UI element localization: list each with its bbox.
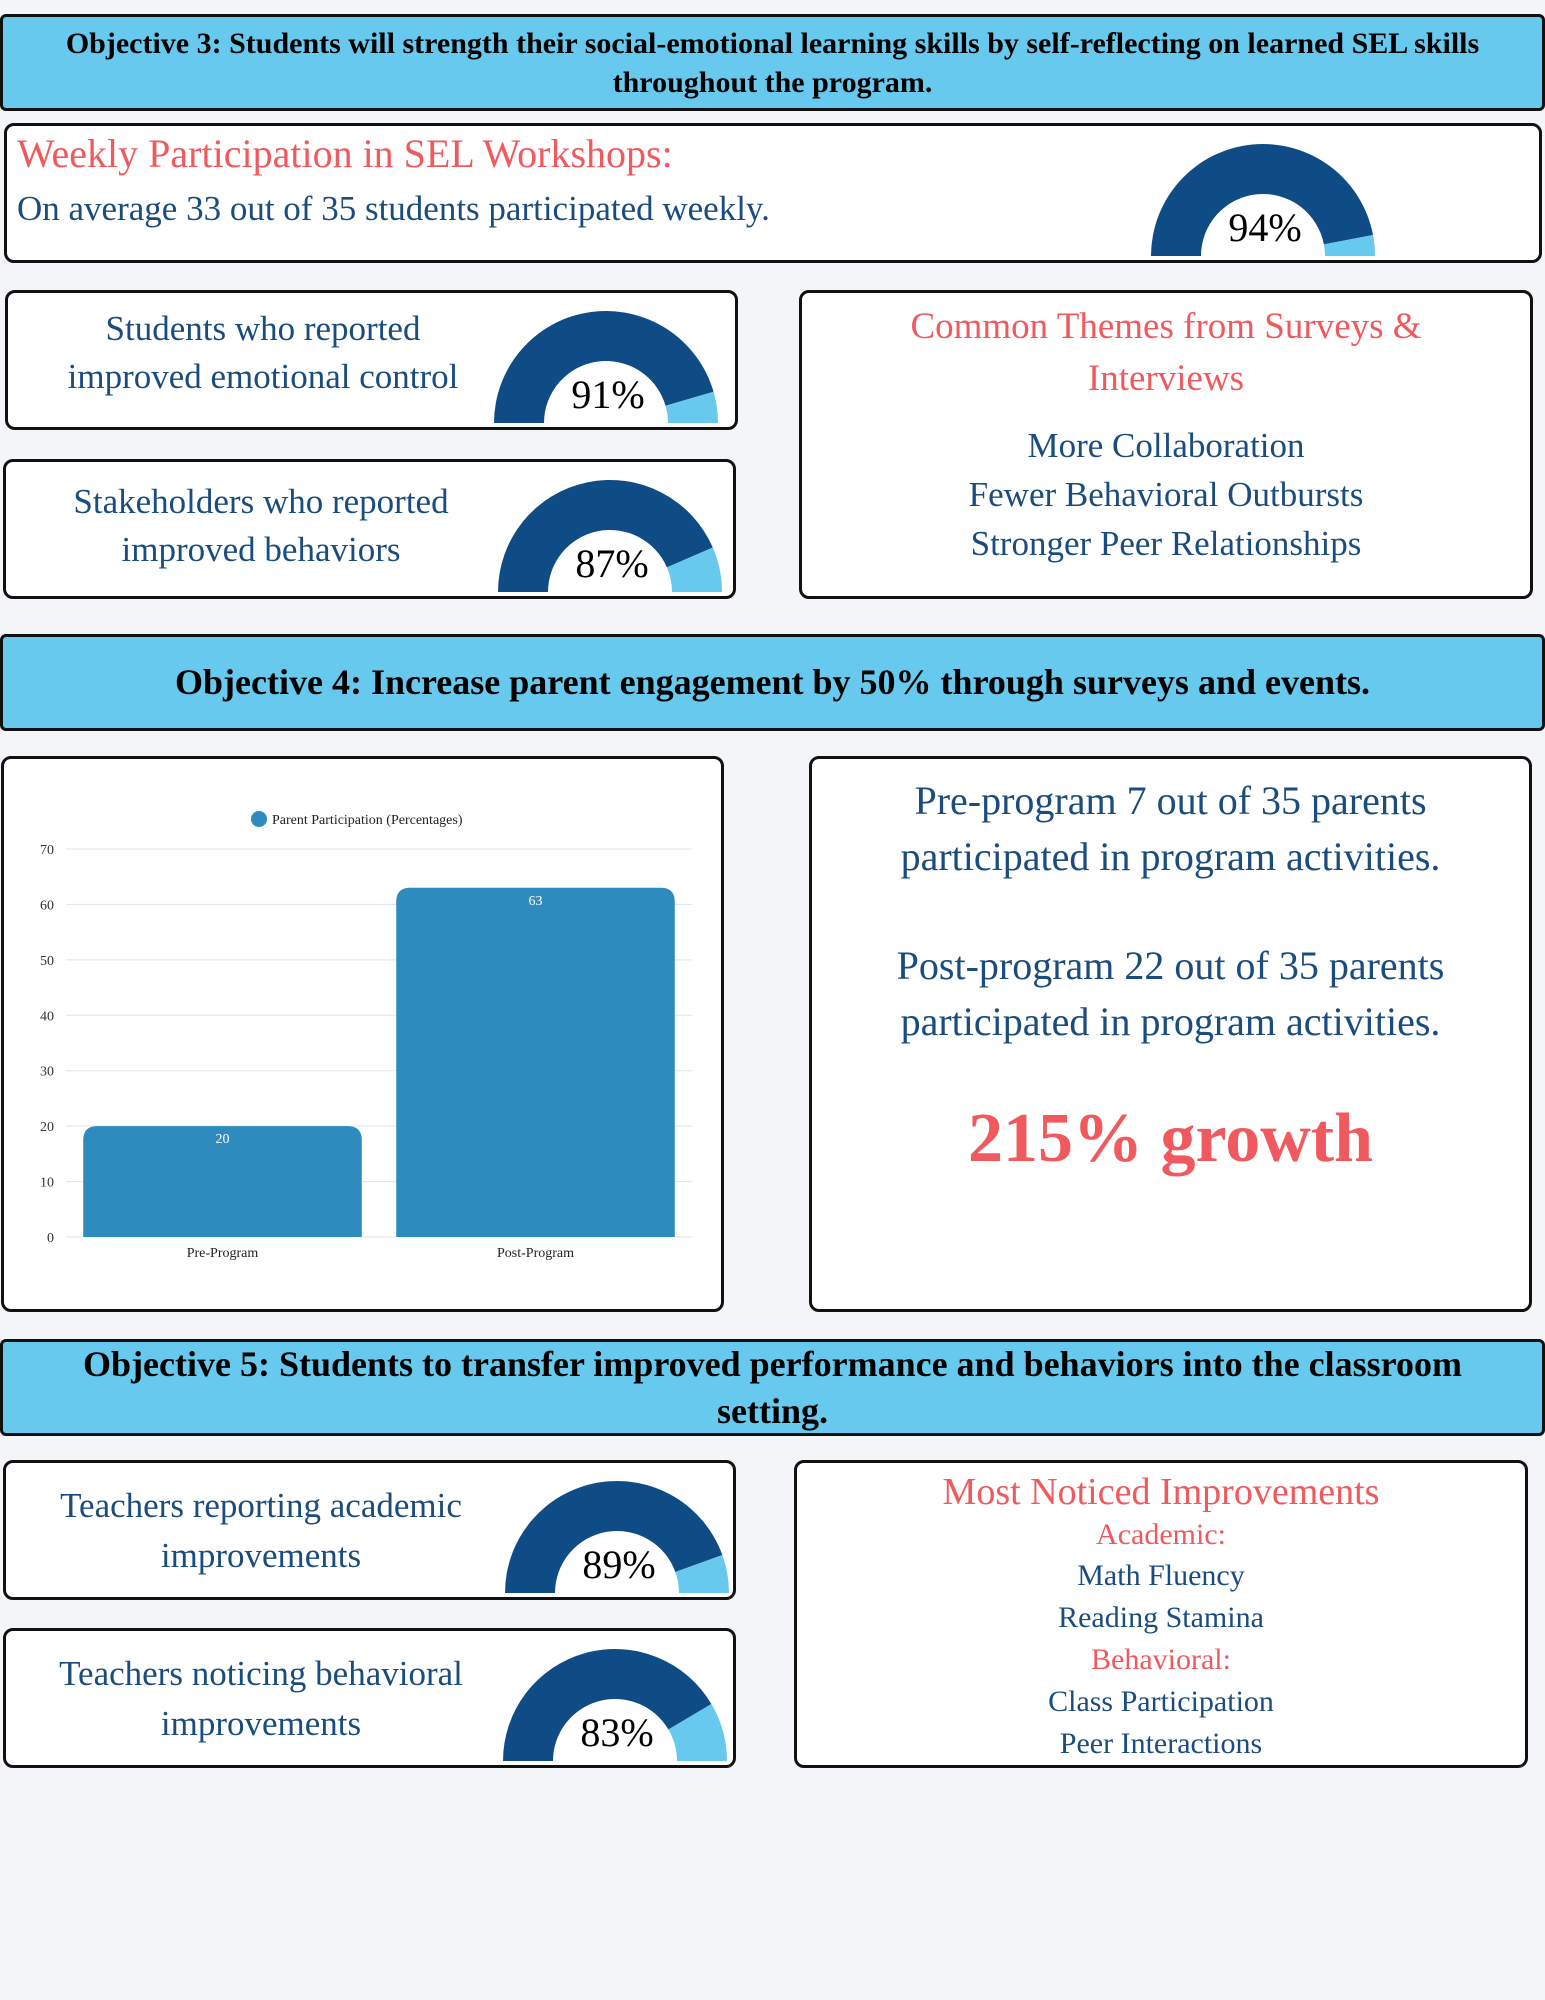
gauge-value-label: 91% xyxy=(571,372,644,417)
academic-item: Reading Stamina xyxy=(1058,1601,1264,1634)
improved-behaviors-line-1: Stakeholders who reported xyxy=(73,482,449,521)
y-tick-label: 20 xyxy=(40,1120,54,1135)
x-tick-label: Pre-Program xyxy=(187,1246,259,1261)
gauge-value-label: 83% xyxy=(580,1710,653,1755)
gauge-remaining-arc xyxy=(665,391,718,423)
emotional-control-line-2: improved emotional control xyxy=(67,357,459,396)
weekly-participation-title: Weekly Participation in SEL Workshops: xyxy=(17,131,673,176)
gauge-filled-arc xyxy=(498,480,713,592)
most-noticed-card: Most Noticed Improvements Academic: Math… xyxy=(794,1460,1528,1768)
y-tick-label: 30 xyxy=(40,1065,54,1080)
gauge-value-label: 87% xyxy=(575,541,648,586)
improved-behaviors-gauge: 87% xyxy=(498,480,722,592)
post-program-line-2: participated in program activities. xyxy=(900,999,1441,1044)
gauge-remaining-arc xyxy=(666,547,722,592)
academic-improvements-line-1: Teachers reporting academic xyxy=(60,1486,462,1525)
theme-item: More Collaboration xyxy=(1027,426,1305,465)
weekly-participation-gauge: 94% xyxy=(1151,143,1375,256)
improved-behaviors-text: Stakeholders who reported improved behav… xyxy=(6,478,516,574)
objective-5-banner: Objective 5: Students to transfer improv… xyxy=(0,1339,1545,1436)
common-themes-card: Common Themes from Surveys & Interviews … xyxy=(799,290,1533,599)
academic-improvements-text: Teachers reporting academic improvements xyxy=(6,1481,516,1581)
academic-improvements-card: Teachers reporting academic improvements… xyxy=(3,1460,736,1600)
weekly-participation-card: Weekly Participation in SEL Workshops: O… xyxy=(4,123,1542,263)
most-noticed-title: Most Noticed Improvements xyxy=(942,1471,1380,1513)
gauge-filled-arc xyxy=(1151,143,1374,256)
theme-item: Fewer Behavioral Outbursts xyxy=(968,475,1364,514)
y-tick-label: 50 xyxy=(40,954,54,969)
gauge-remaining-arc xyxy=(668,1703,727,1761)
common-themes-title: Common Themes from Surveys & Interviews xyxy=(802,301,1530,405)
y-tick-label: 40 xyxy=(40,1009,54,1024)
pre-program-line-2: participated in program activities. xyxy=(900,834,1441,879)
objective-5-heading-line-2: setting. xyxy=(717,1390,828,1431)
gauge-filled-arc xyxy=(503,1649,712,1761)
academic-improvements-gauge: 89% xyxy=(505,1481,729,1593)
common-themes-title-line-1: Common Themes from Surveys & xyxy=(910,306,1422,347)
legend-label: Parent Participation (Percentages) xyxy=(272,813,463,828)
post-program-text: Post-program 22 out of 35 parents partic… xyxy=(812,938,1529,1050)
objective-3-heading: Objective 3: Students will strength thei… xyxy=(65,26,1480,99)
gauge-filled-arc xyxy=(505,1481,723,1593)
pre-program-line-1: Pre-program 7 out of 35 parents xyxy=(914,778,1427,823)
objective-5-heading-line-1: Objective 5: Students to transfer improv… xyxy=(83,1343,1462,1384)
emotional-control-line-1: Students who reported xyxy=(105,309,421,348)
gauge-remaining-arc xyxy=(675,1555,729,1593)
weekly-participation-text: On average 33 out of 35 students partici… xyxy=(17,189,770,228)
improved-behaviors-line-2: improved behaviors xyxy=(121,530,401,569)
behavioral-improvements-gauge: 83% xyxy=(503,1649,727,1761)
behavioral-label: Behavioral: xyxy=(1091,1643,1231,1676)
academic-label: Academic: xyxy=(1096,1518,1226,1551)
gauge-value-label: 94% xyxy=(1228,205,1301,250)
parent-participation-chart-card: 0 10 20 30 40 50 60 70 20 Pre-Program 63 Post-Prog… xyxy=(1,756,724,1312)
y-tick-label: 0 xyxy=(47,1231,54,1246)
behavioral-item: Peer Interactions xyxy=(1059,1727,1263,1760)
legend-marker xyxy=(251,811,267,827)
theme-item: Stronger Peer Relationships xyxy=(970,524,1362,563)
behavioral-improvements-card: Teachers noticing behavioral improvement… xyxy=(3,1628,736,1768)
post-program-line-1: Post-program 22 out of 35 parents xyxy=(896,943,1445,988)
behavioral-item: Class Participation xyxy=(1048,1685,1274,1718)
emotional-control-card: Students who reported improved emotional… xyxy=(5,290,738,430)
improved-behaviors-card: Stakeholders who reported improved behav… xyxy=(3,459,736,599)
behavioral-improvements-line-2: improvements xyxy=(160,1704,362,1743)
pre-program-text: Pre-program 7 out of 35 parents particip… xyxy=(812,773,1529,885)
bar-value-label: 20 xyxy=(216,1132,230,1147)
academic-item: Math Fluency xyxy=(1077,1559,1245,1592)
objective-4-heading: Objective 4: Increase parent engagement … xyxy=(175,662,1370,703)
bar xyxy=(396,887,675,1237)
most-noticed-content: Most Noticed Improvements Academic: Math… xyxy=(797,1469,1525,1765)
objective-3-banner: Objective 3: Students will strength thei… xyxy=(0,14,1545,111)
gauge-value-label: 89% xyxy=(582,1542,655,1587)
growth-figure: 215% growth xyxy=(967,1100,1374,1177)
behavioral-improvements-line-1: Teachers noticing behavioral xyxy=(59,1654,463,1693)
y-tick-label: 10 xyxy=(40,1176,54,1191)
parent-stats-card: Pre-program 7 out of 35 parents particip… xyxy=(809,756,1532,1312)
y-tick-label: 70 xyxy=(40,843,54,858)
bar xyxy=(83,1126,362,1237)
objective-4-banner: Objective 4: Increase parent engagement … xyxy=(0,634,1545,731)
x-tick-label: Post-Program xyxy=(497,1246,574,1261)
common-themes-title-line-2: Interviews xyxy=(1087,358,1245,399)
emotional-control-text: Students who reported improved emotional… xyxy=(8,305,518,401)
academic-improvements-line-2: improvements xyxy=(160,1536,362,1575)
emotional-control-gauge: 91% xyxy=(494,310,718,423)
bar-value-label: 63 xyxy=(529,894,543,909)
y-tick-label: 60 xyxy=(40,898,54,913)
parent-participation-chart: 0 10 20 30 40 50 60 70 20 Pre-Program 63 Post-Prog… xyxy=(40,811,692,1261)
gauge-remaining-arc xyxy=(1323,235,1375,256)
gauge-filled-arc xyxy=(494,310,714,423)
behavioral-improvements-text: Teachers noticing behavioral improvement… xyxy=(6,1649,516,1749)
common-themes-list: More Collaboration Fewer Behavioral Outb… xyxy=(802,421,1530,568)
